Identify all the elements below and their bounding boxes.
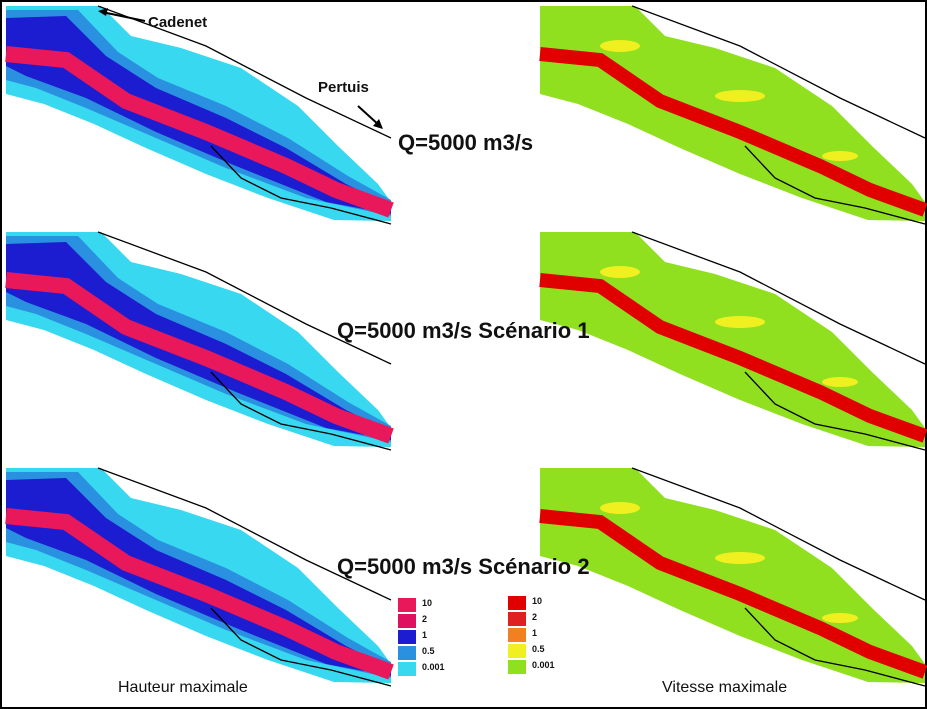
legend-label: 10	[532, 596, 542, 606]
height-map	[6, 468, 391, 686]
legend-swatch	[508, 612, 526, 626]
legend-label: 0.5	[422, 646, 435, 656]
velocity-legend: 10 2 1 0.5 0.001	[508, 596, 555, 674]
scenario-label: Q=5000 m3/s Scénario 2	[337, 554, 590, 579]
legend-swatch	[508, 644, 526, 658]
legend-label: 0.001	[422, 662, 445, 672]
legend-label: 1	[532, 628, 537, 638]
legend-label: 1	[422, 630, 427, 640]
legend-swatch	[398, 630, 416, 644]
legend-label: 10	[422, 598, 432, 608]
legend-swatch	[508, 660, 526, 674]
velocity-map	[540, 6, 925, 224]
legend-swatch	[508, 596, 526, 610]
legend-swatch	[398, 614, 416, 628]
scenario-label: Q=5000 m3/s Scénario 1	[337, 318, 590, 343]
velocity-map	[540, 468, 925, 686]
figure: Cadenet Pertuis Q=5000 m3/s Q=5000 m3/s …	[0, 0, 927, 709]
velocity-map	[540, 232, 925, 450]
scenario-label: Q=5000 m3/s	[398, 130, 533, 155]
legend-label: 2	[422, 614, 427, 624]
legend-swatch	[508, 628, 526, 642]
legend-swatch	[398, 646, 416, 660]
height-map	[6, 6, 391, 224]
legend-label: 2	[532, 612, 537, 622]
place-label: Pertuis	[318, 79, 369, 96]
legend-swatch	[398, 662, 416, 676]
height-legend: 10 2 1 0.5 0.001	[398, 598, 445, 676]
caption: Hauteur maximale	[118, 679, 248, 696]
place-label: Cadenet	[148, 14, 207, 31]
legend-swatch	[398, 598, 416, 612]
legend-label: 0.5	[532, 644, 545, 654]
legend-label: 0.001	[532, 660, 555, 670]
caption: Vitesse maximale	[662, 679, 787, 696]
height-map	[6, 232, 391, 450]
